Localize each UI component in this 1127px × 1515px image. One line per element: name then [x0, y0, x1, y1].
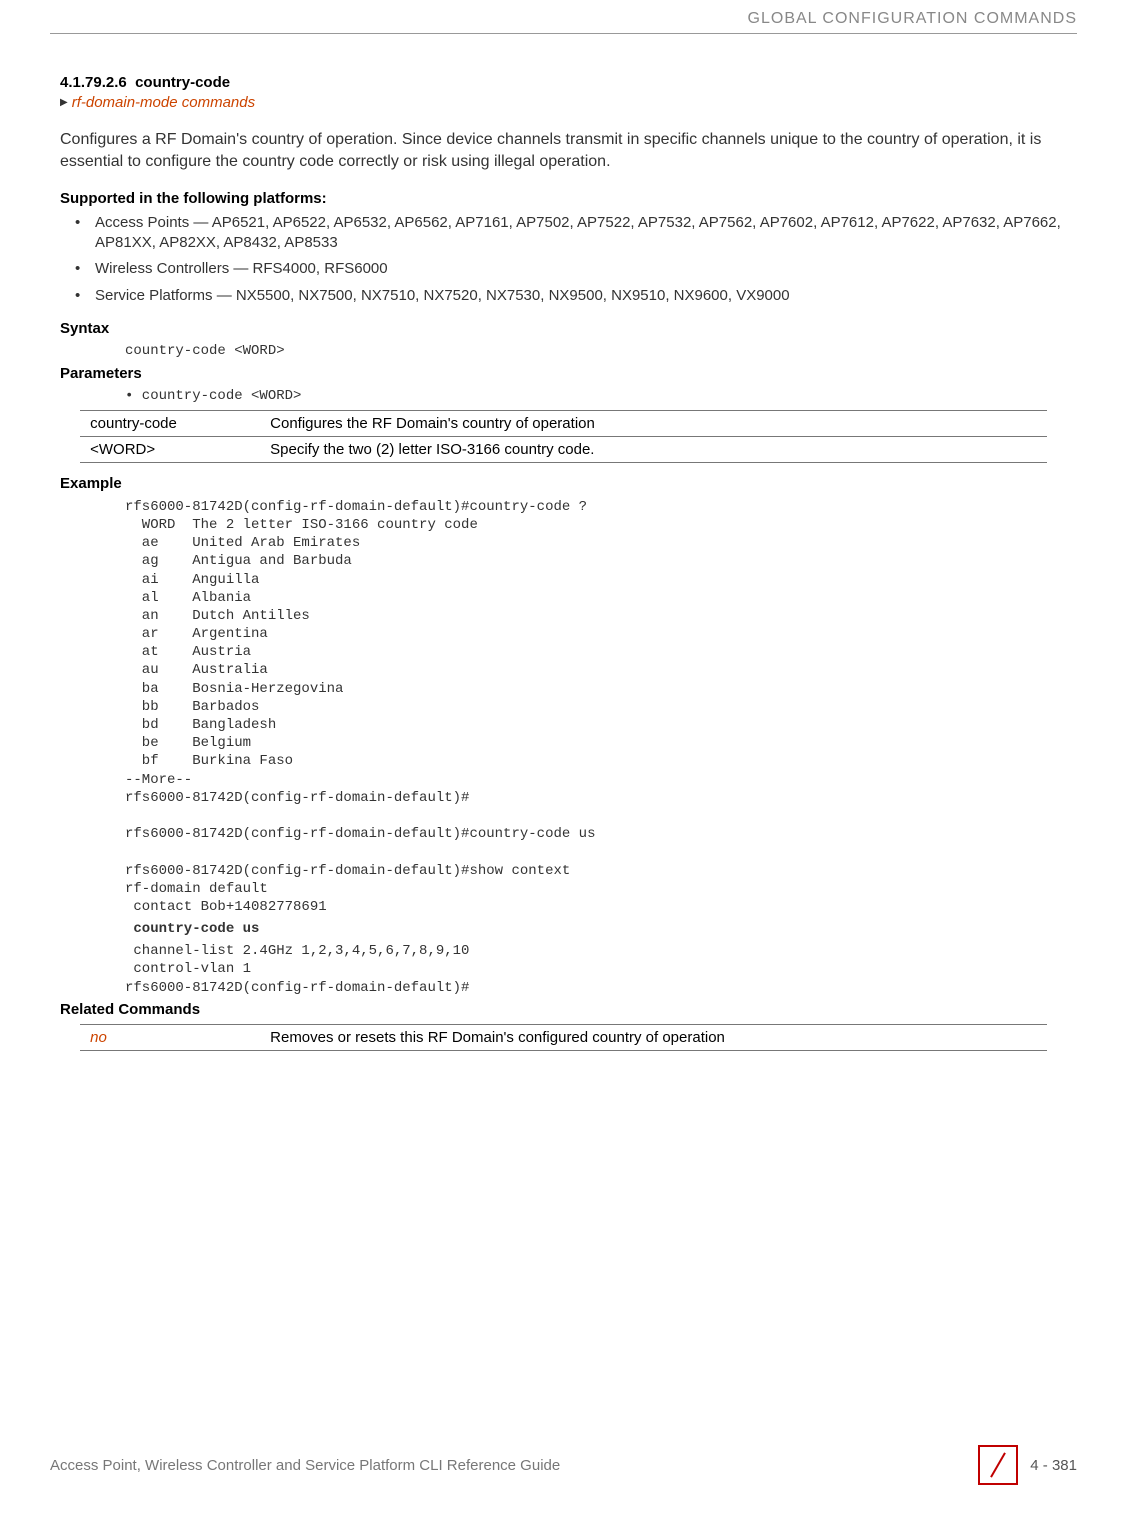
parameters-table: country-code Configures the RF Domain's …: [80, 410, 1047, 463]
list-item: Service Platforms — NX5500, NX7500, NX75…: [95, 286, 1067, 306]
example-code-bold: country-code us: [125, 920, 1067, 938]
table-row: no Removes or resets this RF Domain's co…: [80, 1024, 1047, 1050]
syntax-heading: Syntax: [60, 320, 1067, 337]
section-title: country-code: [135, 74, 230, 91]
section-number: 4.1.79.2.6: [60, 74, 127, 91]
platforms-list: Access Points — AP6521, AP6522, AP6532, …: [60, 213, 1067, 306]
page-footer: Access Point, Wireless Controller and Se…: [0, 1445, 1127, 1485]
param-value: Specify the two (2) letter ISO-3166 coun…: [260, 436, 1047, 462]
header-divider: [50, 33, 1077, 34]
footer-guide-title: Access Point, Wireless Controller and Se…: [50, 1457, 560, 1474]
table-row: <WORD> Specify the two (2) letter ISO-31…: [80, 436, 1047, 462]
rf-domain-link[interactable]: rf-domain-mode commands: [72, 94, 255, 111]
related-heading: Related Commands: [60, 1001, 1067, 1018]
related-value: Removes or resets this RF Domain's confi…: [260, 1024, 1047, 1050]
related-commands-table: no Removes or resets this RF Domain's co…: [80, 1024, 1047, 1051]
footer-right: 4 - 381: [978, 1445, 1077, 1485]
param-value: Configures the RF Domain's country of op…: [260, 410, 1047, 436]
param-key: <WORD>: [80, 436, 260, 462]
main-content: 4.1.79.2.6 country-code ▶ rf-domain-mode…: [0, 74, 1127, 1051]
related-key[interactable]: no: [80, 1024, 260, 1050]
slash-icon: [978, 1445, 1018, 1485]
parameters-heading: Parameters: [60, 365, 1067, 382]
example-code-block-2: channel-list 2.4GHz 1,2,3,4,5,6,7,8,9,10…: [125, 942, 1067, 997]
syntax-code: country-code <WORD>: [125, 343, 1067, 359]
page-number: 4 - 381: [1030, 1457, 1077, 1474]
parameters-bullet: • country-code <WORD>: [125, 388, 1067, 404]
example-heading: Example: [60, 475, 1067, 492]
no-command-link[interactable]: no: [90, 1029, 107, 1046]
example-code-block: rfs6000-81742D(config-rf-domain-default)…: [125, 498, 1067, 916]
description-paragraph: Configures a RF Domain's country of oper…: [60, 129, 1067, 174]
section-link-row: ▶ rf-domain-mode commands: [60, 94, 1067, 111]
table-row: country-code Configures the RF Domain's …: [80, 410, 1047, 436]
param-key: country-code: [80, 410, 260, 436]
section-heading: 4.1.79.2.6 country-code: [60, 74, 1067, 91]
platforms-heading: Supported in the following platforms:: [60, 190, 1067, 207]
list-item: Wireless Controllers — RFS4000, RFS6000: [95, 259, 1067, 279]
chapter-title: GLOBAL CONFIGURATION COMMANDS: [0, 0, 1127, 33]
list-item: Access Points — AP6521, AP6522, AP6532, …: [95, 213, 1067, 254]
right-triangle-icon: ▶: [60, 97, 68, 108]
